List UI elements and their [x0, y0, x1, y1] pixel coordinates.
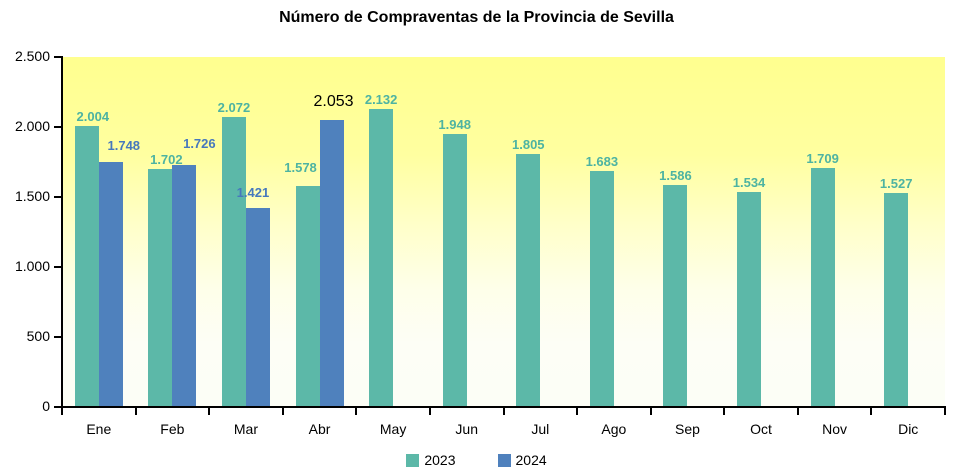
x-axis-tick [134, 406, 137, 415]
y-axis-tick [54, 266, 62, 268]
bar-2024-mar [245, 208, 270, 407]
x-axis-label-jul: Jul [531, 421, 550, 437]
y-axis-tick [54, 56, 62, 58]
x-axis-label-may: May [379, 421, 407, 437]
x-axis-label-jun: Jun [455, 421, 478, 437]
data-label-2023-feb: 1.702 [150, 151, 183, 167]
x-axis-tick [944, 406, 946, 415]
chart-title: Número de Compraventas de la Provincia d… [279, 9, 674, 26]
data-label-2024-feb: 1.726 [183, 136, 216, 152]
data-label-2023-ago: 1.683 [585, 154, 619, 170]
legend-swatch-2024 [497, 453, 511, 467]
x-axis-tick [723, 406, 726, 415]
data-label-2023-dic: 1.527 [879, 176, 913, 192]
x-axis-tick [208, 406, 211, 415]
x-axis-tick [576, 406, 579, 415]
x-axis-tick [428, 406, 431, 415]
data-label-2024-mar: 1.421 [236, 185, 270, 201]
data-label-2023-may: 2.132 [364, 91, 398, 107]
y-axis-tick-label: 2.500 [14, 48, 50, 64]
y-axis-tick-label: 1.500 [14, 188, 50, 204]
bar-2023-ene [74, 126, 99, 407]
bar-2023-ago [589, 171, 614, 407]
x-axis-label-dic: Dic [898, 421, 919, 437]
y-axis-tick [54, 336, 62, 338]
bar-2023-jul [516, 154, 541, 407]
data-label-2023-oct: 1.534 [732, 175, 766, 191]
x-axis-label-nov: Nov [822, 421, 848, 437]
x-axis-tick [649, 406, 652, 415]
bar-2024-feb [172, 165, 197, 407]
x-axis-tick [281, 406, 284, 415]
bar-2024-abr [319, 119, 344, 407]
bar-2023-may [369, 108, 394, 407]
x-axis-tick [796, 406, 799, 415]
legend-swatch-2023 [406, 453, 420, 467]
y-axis-line [61, 56, 63, 408]
data-label-2024-ene: 1.748 [107, 138, 141, 154]
x-axis-label-abr: Abr [308, 421, 331, 437]
legend-item-2024: 2024 [497, 452, 547, 468]
y-axis-tick [54, 126, 62, 128]
x-axis-tick [502, 406, 505, 415]
x-axis-line [55, 406, 946, 408]
data-label-2024-abr: 2.053 [313, 92, 354, 110]
plot-area: 2.004 1.702 2.072 1.578 2.132 1.948 1.805 1.683… [62, 57, 945, 407]
data-label-2023-jul: 1.805 [512, 137, 545, 153]
bar-2023-nov [810, 167, 835, 407]
x-axis-tick [355, 406, 358, 415]
legend-label-2024: 2024 [515, 452, 547, 468]
y-axis-tick-label: 1.000 [14, 258, 50, 274]
data-label-2023-sep: 1.586 [659, 167, 692, 183]
bar-2023-oct [737, 192, 762, 407]
data-label-2023-nov: 1.709 [806, 150, 839, 166]
bar-2023-dic [884, 193, 909, 407]
bar-2023-feb [148, 168, 173, 407]
legend-label-2023: 2023 [424, 452, 456, 468]
data-label-2023-mar: 2.072 [217, 99, 251, 115]
y-axis-tick [54, 406, 62, 408]
x-axis-label-sep: Sep [674, 421, 700, 437]
data-label-2023-ene: 2.004 [76, 109, 110, 125]
bar-2023-mar [221, 116, 246, 407]
x-axis-label-ene: Ene [86, 421, 112, 437]
y-axis-tick-label: 500 [26, 328, 50, 344]
bar-2023-abr [295, 186, 320, 407]
x-axis-label-mar: Mar [233, 421, 258, 437]
y-axis-tick [54, 196, 62, 198]
x-axis-label-ago: Ago [601, 421, 627, 437]
x-axis-tick [870, 406, 873, 415]
x-axis-tick [61, 406, 63, 415]
x-axis-label-oct: Oct [750, 421, 772, 437]
y-axis-tick-label: 0 [42, 398, 50, 414]
bar-2024-ene [98, 162, 123, 407]
y-axis-tick-label: 2.000 [14, 118, 50, 134]
data-label-2023-jun: 1.948 [438, 117, 471, 133]
x-axis-label-feb: Feb [160, 421, 185, 437]
data-label-2023-abr: 1.578 [284, 160, 317, 176]
legend-item-2023: 2023 [406, 452, 456, 468]
legend: 2023 2024 [0, 452, 953, 468]
bar-2023-sep [663, 184, 688, 407]
bar-2023-jun [442, 134, 467, 407]
